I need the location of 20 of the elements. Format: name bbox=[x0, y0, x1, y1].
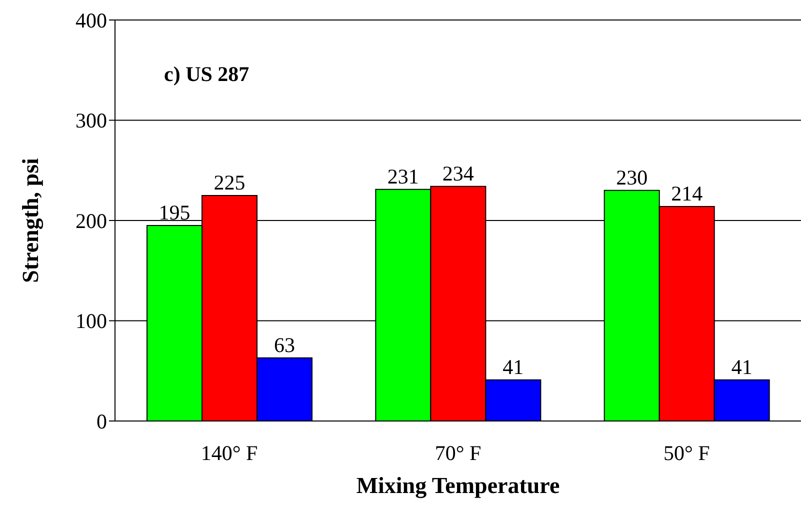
x-tick-label: 70° F bbox=[434, 440, 482, 465]
annotation: c) US 287 bbox=[164, 62, 250, 87]
data-label: 214 bbox=[671, 181, 704, 206]
y-tick-label: 0 bbox=[96, 409, 107, 434]
y-tick-label: 400 bbox=[76, 8, 107, 32]
y-tick-label: 200 bbox=[76, 208, 107, 233]
data-label: 63 bbox=[274, 332, 296, 357]
x-tick-label: 50° F bbox=[664, 440, 710, 465]
data-label: 231 bbox=[387, 164, 419, 188]
y-tick-label: 100 bbox=[76, 309, 107, 334]
data-label: 41 bbox=[731, 354, 752, 379]
data-label: 41 bbox=[502, 354, 524, 379]
data-label: 195 bbox=[158, 200, 190, 225]
y-axis-title: Strength, psi bbox=[18, 157, 44, 283]
y-tick-label: 300 bbox=[76, 108, 107, 133]
data-label: 230 bbox=[616, 165, 648, 190]
data-label: 225 bbox=[214, 170, 246, 194]
x-tick-label: 140° F bbox=[200, 440, 258, 465]
x-axis-title: Mixing Temperature bbox=[356, 473, 560, 499]
data-label: 234 bbox=[442, 161, 474, 186]
